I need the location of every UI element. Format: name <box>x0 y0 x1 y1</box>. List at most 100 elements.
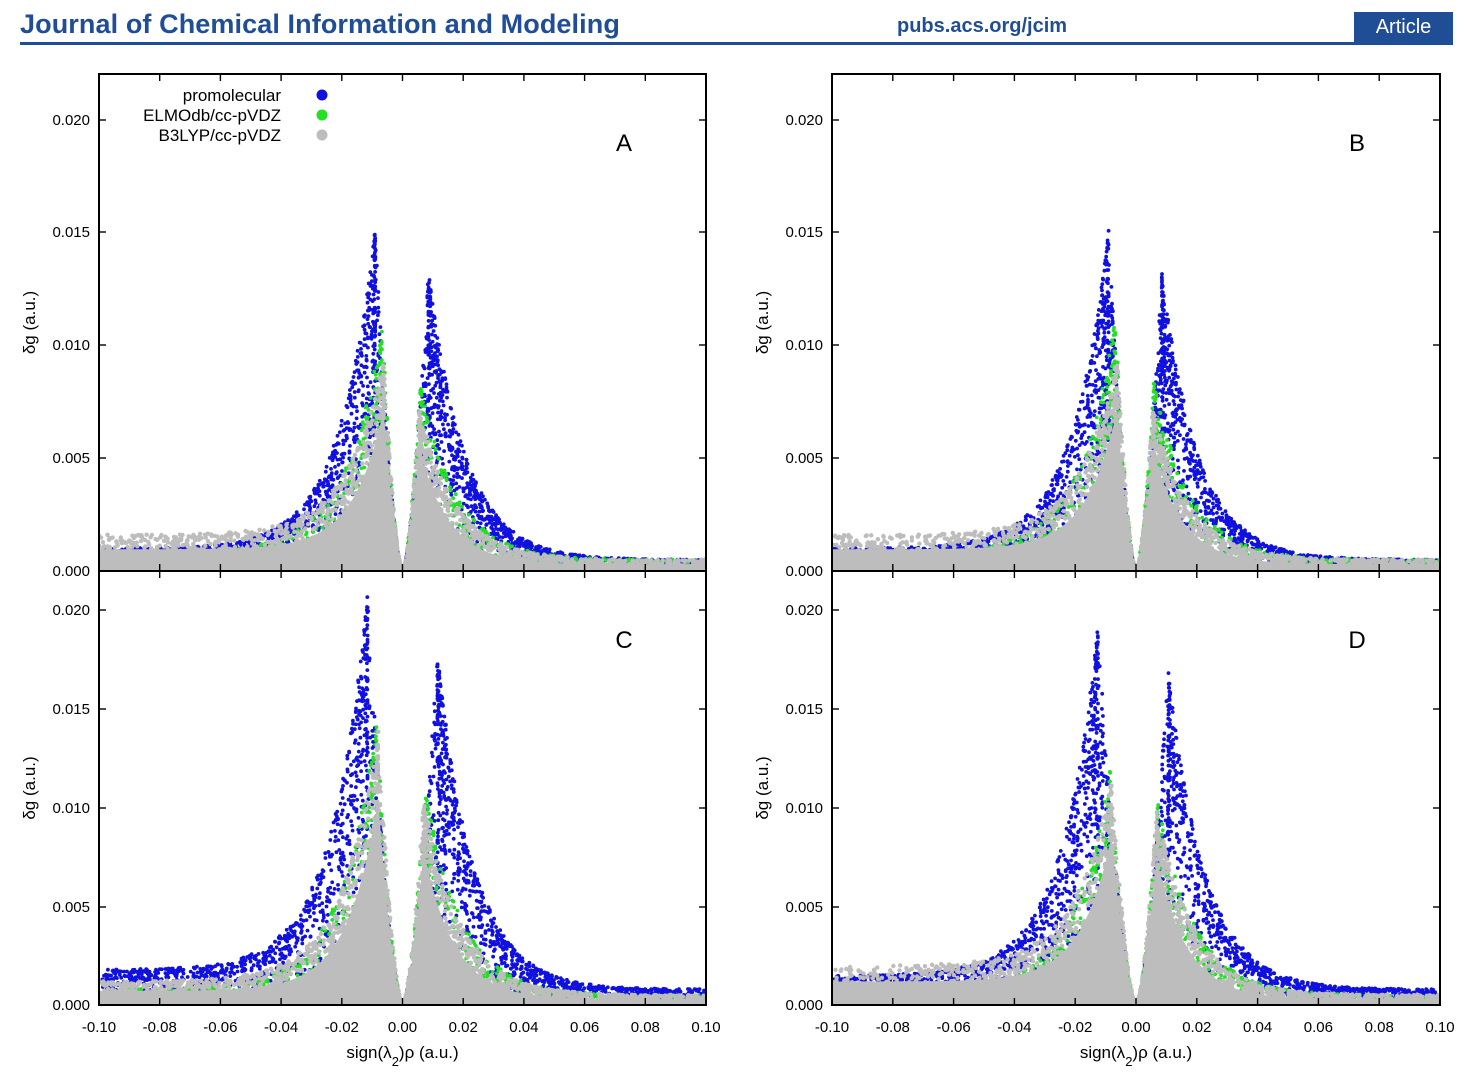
data-point <box>369 279 374 283</box>
data-point <box>569 558 574 563</box>
data-point <box>442 369 446 374</box>
data-point <box>306 514 311 520</box>
data-point <box>142 537 148 543</box>
journal-title: Journal of Chemical Information and Mode… <box>20 9 620 40</box>
data-point <box>146 542 152 547</box>
data-point <box>352 482 357 487</box>
data-point <box>442 474 447 479</box>
data-point <box>433 351 437 356</box>
data-point <box>372 305 377 310</box>
data-point <box>372 425 377 429</box>
data-point <box>114 539 119 544</box>
data-point <box>372 322 376 327</box>
data-point <box>430 364 435 369</box>
data-point <box>372 369 377 374</box>
data-point <box>320 525 325 530</box>
data-point <box>368 396 373 400</box>
data-point <box>284 525 289 531</box>
data-point <box>435 443 439 448</box>
data-point <box>345 420 350 424</box>
data-point <box>165 540 171 545</box>
data-point <box>192 537 198 542</box>
data-point <box>327 456 332 460</box>
data-point <box>544 547 549 551</box>
data-point <box>387 452 392 457</box>
data-point <box>335 433 340 438</box>
data-point <box>372 347 377 352</box>
data-point <box>314 501 318 505</box>
data-point <box>322 480 326 485</box>
data-point <box>508 528 513 533</box>
data-point <box>520 536 525 541</box>
journal-url[interactable]: pubs.acs.org/jcim <box>897 15 1067 38</box>
data-point <box>424 439 429 445</box>
data-point <box>412 479 417 484</box>
data-point <box>329 500 335 505</box>
data-point <box>455 440 460 445</box>
data-point <box>445 395 449 400</box>
data-point <box>276 528 281 533</box>
data-point <box>436 347 440 351</box>
data-point <box>558 550 563 554</box>
data-point <box>272 528 277 533</box>
data-point <box>308 506 313 511</box>
data-point <box>366 408 371 412</box>
data-point <box>366 314 371 318</box>
data-point <box>426 332 430 336</box>
data-point <box>365 449 371 454</box>
data-point <box>450 423 455 428</box>
data-point <box>441 462 445 466</box>
data-point <box>279 531 284 536</box>
data-point <box>346 489 351 494</box>
data-point <box>106 537 112 542</box>
article-badge: Article <box>1354 12 1453 42</box>
data-point <box>480 509 485 514</box>
data-point <box>331 450 335 455</box>
data-point <box>429 345 434 350</box>
data-point <box>497 517 501 522</box>
data-point <box>487 520 492 525</box>
data-point <box>466 483 471 487</box>
data-point <box>443 434 448 439</box>
data-point <box>364 424 369 430</box>
data-point <box>496 527 500 532</box>
data-point <box>440 376 445 381</box>
data-point <box>483 530 487 535</box>
data-point <box>435 455 440 460</box>
data-point <box>373 287 378 292</box>
data-point <box>372 252 377 257</box>
data-point <box>351 476 356 481</box>
data-point <box>345 405 350 410</box>
data-point <box>245 544 250 549</box>
data-point <box>458 439 463 444</box>
data-point <box>676 557 681 563</box>
data-point <box>301 515 307 520</box>
data-point <box>473 503 477 508</box>
data-point <box>471 495 476 499</box>
data-point <box>541 552 547 558</box>
scatter-points <box>99 232 706 571</box>
data-point <box>626 558 631 563</box>
data-point <box>455 452 460 456</box>
data-point <box>440 393 445 397</box>
data-point <box>630 558 635 564</box>
data-point <box>487 508 491 513</box>
data-point <box>352 390 357 394</box>
data-point <box>351 459 356 464</box>
data-point <box>371 292 376 297</box>
data-point <box>328 513 332 517</box>
data-point <box>347 428 352 432</box>
data-point <box>373 310 377 314</box>
data-point <box>510 544 514 549</box>
data-point <box>209 532 214 537</box>
data-point <box>492 521 497 526</box>
data-point <box>376 310 381 314</box>
data-point <box>505 533 510 538</box>
data-point <box>245 529 250 535</box>
data-point <box>373 242 377 247</box>
data-point <box>441 403 446 408</box>
data-point <box>441 422 445 427</box>
data-point <box>343 482 349 487</box>
data-point <box>362 428 367 433</box>
data-point <box>468 489 472 494</box>
